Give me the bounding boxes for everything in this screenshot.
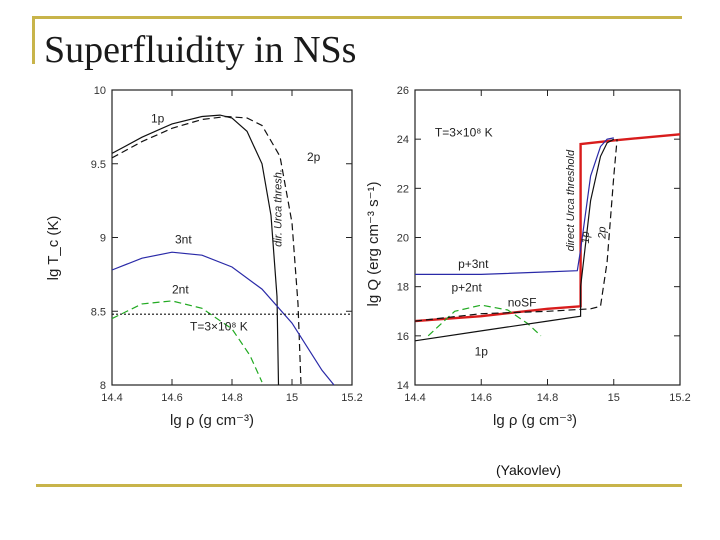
left-annotation-0: 1p [151, 111, 165, 125]
right-ytick-label: 22 [397, 183, 409, 195]
right-ytick-label: 26 [397, 85, 409, 97]
left-xtick-label: 15.2 [341, 392, 362, 404]
right-series-line-1 [415, 137, 614, 275]
left-ytick-label: 9.5 [91, 159, 106, 171]
top-rule [32, 16, 682, 19]
right-annotation-3: noSF [508, 295, 537, 309]
right-series-line-3 [414, 138, 615, 342]
right-ylabel: lg Q (erg cm⁻³ s⁻¹) [365, 181, 382, 306]
right-ytick-label: 24 [397, 134, 409, 146]
right-annotation-7: 2p [596, 226, 608, 239]
right-xtick-label: 14.8 [537, 392, 558, 404]
right-ytick-label: 14 [397, 380, 409, 392]
left-series-line-3 [111, 300, 263, 383]
left-xtick-label: 14.8 [221, 392, 242, 404]
left-rule [32, 16, 35, 64]
slide-title: Superfluidity in NSs [44, 29, 357, 71]
right-annotation-4: 1p [475, 345, 489, 359]
left-ytick-label: 9 [100, 233, 106, 245]
right-xtick-label: 14.6 [471, 392, 492, 404]
right-ytick-label: 16 [397, 331, 409, 343]
left-annotation-4: T=3×10⁸ K [190, 319, 248, 333]
right-annotation-5: direct Urca threshold [565, 149, 577, 251]
left-series-line-2 [111, 251, 335, 386]
left-ylabel: lg T_c (K) [45, 216, 62, 281]
left-ytick-label: 8.5 [91, 306, 106, 318]
right-annotation-6: 1p [580, 231, 592, 243]
right-xtick-label: 15 [608, 392, 620, 404]
right-annotation-2: p+2nt [451, 281, 482, 295]
left-series-line-0 [111, 114, 280, 386]
left-xtick-label: 15 [286, 392, 298, 404]
chart-left: 14.4 14.6 14.8 15 15.2 8 8.5 9 9.5 10 1p 2p 3nt 2nt T… [45, 85, 363, 429]
right-ytick-label: 18 [397, 282, 409, 294]
right-series-line-2 [427, 304, 542, 337]
left-ytick-label: 10 [94, 85, 106, 97]
left-annotation-3: 2nt [172, 283, 189, 297]
left-ytick-label: 8 [100, 380, 106, 392]
right-annotation-0: T=3×10⁸ K [435, 126, 493, 140]
chart-right: 14.4 14.6 14.8 15 15.2 14 16 18 20 22 24 26 T=3×10⁸… [365, 85, 691, 429]
left-xlabel: lg ρ (g cm⁻³) [170, 412, 254, 429]
right-annotation-1: p+3nt [458, 257, 489, 271]
right-ytick-label: 20 [397, 233, 409, 245]
right-xtick-label: 14.4 [404, 392, 425, 404]
right-xlabel: lg ρ (g cm⁻³) [493, 412, 577, 429]
bottom-rule [36, 484, 682, 487]
left-xtick-label: 14.4 [101, 392, 122, 404]
credit-text: (Yakovlev) [496, 462, 562, 478]
left-annotation-1: 2p [307, 150, 321, 164]
right-xtick-label: 15.2 [669, 392, 690, 404]
left-xtick-label: 14.6 [161, 392, 182, 404]
right-series-line-4 [414, 139, 618, 322]
left-annotation-2: 3nt [175, 232, 192, 246]
left-series-line-1 [111, 115, 302, 386]
left-annotation-5: dir. Urca thresh. [273, 169, 285, 247]
